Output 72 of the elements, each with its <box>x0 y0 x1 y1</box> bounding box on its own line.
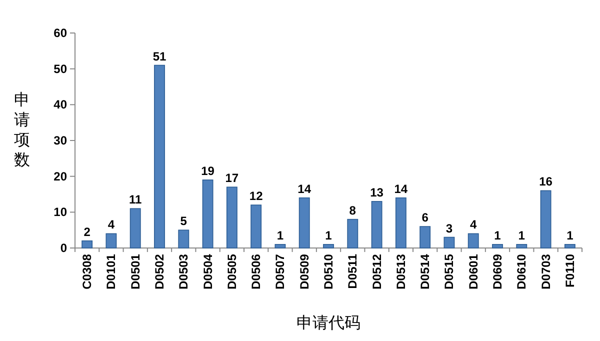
data-label: 5 <box>180 214 188 228</box>
bar <box>347 218 358 248</box>
bar <box>226 186 238 248</box>
data-label: 12 <box>249 189 264 203</box>
x-axis-title: 申请代码 <box>296 314 360 332</box>
y-tick-label: 20 <box>54 169 68 184</box>
x-tick-label: D0503 <box>176 254 191 290</box>
data-label: 3 <box>446 221 453 236</box>
bar <box>106 233 117 248</box>
data-label: 2 <box>84 224 91 239</box>
x-tick-label: D0609 <box>490 254 504 290</box>
x-tick-label: D0507 <box>273 254 288 290</box>
data-label: 8 <box>349 203 356 218</box>
x-tick-label: D0501 <box>128 254 142 290</box>
data-label: 16 <box>539 174 553 189</box>
x-tick-label: D0511 <box>346 254 360 289</box>
data-label: 6 <box>422 210 429 224</box>
x-tick-label: F0110 <box>562 254 577 288</box>
bar <box>468 233 479 248</box>
data-label: 1 <box>518 228 526 242</box>
x-tick-label: D0601 <box>466 254 480 290</box>
y-tick-label: 30 <box>54 134 68 148</box>
data-label: 51 <box>152 49 166 64</box>
data-label: 13 <box>370 185 384 200</box>
y-tick-label: 10 <box>54 205 68 220</box>
data-label: 4 <box>470 218 478 232</box>
bar <box>395 197 406 248</box>
data-label: 14 <box>394 182 408 196</box>
data-label: 11 <box>129 192 142 207</box>
data-label: 1 <box>276 228 284 242</box>
y-tick-label: 0 <box>60 241 68 255</box>
data-label: 1 <box>566 228 574 242</box>
y-tick-label: 40 <box>54 98 68 112</box>
x-tick-label: D0510 <box>322 254 336 290</box>
x-tick-label: D0514 <box>418 254 432 290</box>
data-label: 14 <box>298 182 312 196</box>
y-tick-label: 60 <box>54 26 68 40</box>
x-tick-label: D0512 <box>370 254 384 290</box>
bar <box>178 230 190 248</box>
x-tick-label: D0610 <box>514 254 529 290</box>
x-tick-label: D0509 <box>297 254 312 290</box>
bar <box>250 204 262 248</box>
bar <box>274 244 286 248</box>
x-tick-label: C0308 <box>80 254 94 290</box>
data-label: 1 <box>494 228 502 242</box>
x-tick-label: D0506 <box>249 254 264 290</box>
bar <box>540 190 552 248</box>
bar <box>564 244 576 248</box>
data-label: 19 <box>201 164 215 178</box>
bar <box>444 236 455 248</box>
x-tick-label: D0515 <box>442 254 456 290</box>
x-tick-label: D0101 <box>104 254 118 290</box>
x-tick-label: D0513 <box>394 254 408 290</box>
data-label: 4 <box>108 218 115 232</box>
bar <box>82 240 93 248</box>
x-tick-label: D0703 <box>538 254 553 290</box>
y-tick-label: 50 <box>54 62 68 76</box>
bar <box>298 197 310 248</box>
bar <box>154 64 165 248</box>
bar <box>130 208 141 248</box>
bar <box>420 226 431 248</box>
data-label: 17 <box>225 171 239 186</box>
bar <box>202 180 214 248</box>
bar <box>492 244 503 248</box>
x-tick-label: D0504 <box>200 254 215 290</box>
x-tick-label: D0502 <box>152 254 166 290</box>
bar <box>371 201 382 248</box>
bar <box>323 244 334 248</box>
data-label: 1 <box>325 228 332 242</box>
bar <box>516 244 528 248</box>
y-axis-title: 申请项数 <box>14 91 30 169</box>
x-tick-label: D0505 <box>224 254 239 290</box>
